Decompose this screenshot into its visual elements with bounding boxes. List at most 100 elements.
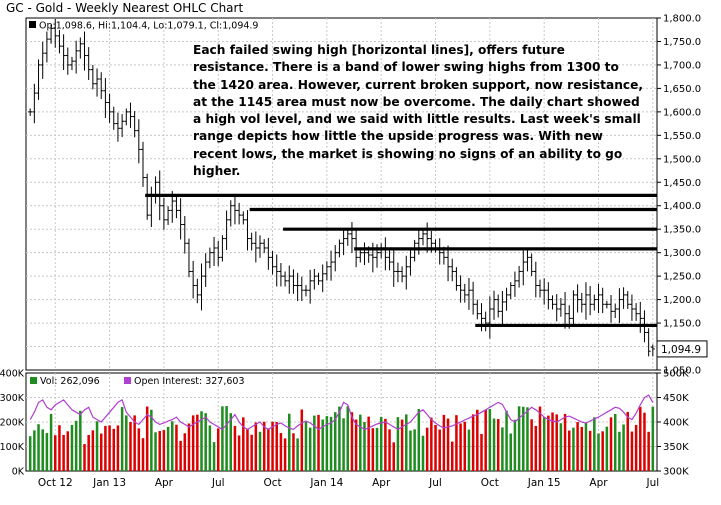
time-tick-label: Apr	[155, 477, 174, 489]
volume-bar	[409, 430, 412, 471]
volume-tick-label: 300K	[0, 393, 25, 404]
volume-bar	[476, 409, 479, 471]
oi-tick-label: 500K	[663, 369, 689, 380]
volume-bar	[212, 442, 216, 471]
volume-bar	[354, 419, 358, 471]
volume-bar	[593, 417, 596, 471]
price-tick-label: 1,450.0	[663, 178, 701, 189]
volume-bar	[200, 411, 203, 471]
volume-bar	[480, 434, 483, 471]
volume-bar	[99, 433, 103, 471]
volume-bar	[28, 436, 32, 471]
volume-bar	[492, 418, 496, 471]
volume-bar	[363, 422, 366, 471]
volume-bar	[74, 420, 78, 471]
volume-bar	[137, 428, 141, 471]
volume-bar	[292, 433, 295, 471]
volume-bar	[208, 425, 212, 471]
volume-bar	[271, 421, 274, 471]
volume-bar	[384, 418, 387, 471]
volume-bar	[542, 417, 546, 471]
volume-bar	[141, 438, 145, 471]
volume-bar	[588, 430, 592, 471]
volume-bar	[83, 444, 86, 471]
volume-bar	[359, 414, 362, 471]
volume-bar	[513, 419, 517, 471]
last-price-label: 1,094.9	[661, 344, 701, 356]
volume-bar	[179, 440, 182, 471]
volume-bar	[150, 409, 153, 471]
volume-bar	[254, 422, 258, 471]
volume-bar	[647, 431, 650, 471]
volume-bar	[392, 442, 395, 471]
volume-bar	[547, 415, 550, 471]
volume-bar	[450, 441, 454, 471]
volume-bar	[187, 423, 191, 471]
volume-bar	[233, 425, 237, 471]
volume-bar	[91, 430, 95, 471]
volume-bar	[58, 425, 61, 471]
volume-legend-label: Vol: 262,096	[40, 376, 100, 387]
volume-bar	[505, 410, 508, 471]
volume-bar	[45, 433, 49, 471]
volume-bar	[396, 417, 400, 471]
volume-bar	[367, 416, 370, 471]
oi-tick-label: 300K	[663, 467, 689, 478]
price-tick-label: 1,800.0	[663, 14, 701, 25]
volume-bar	[321, 419, 324, 471]
volume-bar	[262, 421, 266, 471]
volume-bar	[618, 431, 621, 471]
volume-bar	[62, 434, 65, 471]
volume-bar	[425, 427, 429, 471]
volume-bar	[597, 433, 600, 471]
volume-bar	[258, 431, 262, 471]
time-tick-label: Oct	[263, 477, 281, 489]
volume-bar	[279, 433, 283, 471]
volume-bar	[538, 406, 542, 471]
volume-bar	[246, 429, 249, 471]
price-tick-label: 1,300.0	[663, 248, 701, 259]
time-tick-label: Apr	[372, 477, 391, 489]
volume-bar	[601, 431, 604, 471]
volume-bar	[225, 406, 228, 471]
volume-bar	[133, 415, 136, 471]
price-tick-label: 1,050.0	[663, 366, 701, 377]
volume-bar	[87, 434, 90, 471]
volume-bar	[459, 423, 462, 471]
price-tick-label: 1,150.0	[663, 319, 701, 330]
volume-bar	[388, 429, 391, 471]
volume-bar	[329, 416, 333, 471]
volume-bar	[313, 415, 316, 471]
volume-bar	[651, 406, 655, 471]
time-tick-label: Jan 15	[527, 477, 561, 489]
volume-bar	[154, 432, 157, 471]
volume-bar	[609, 417, 613, 471]
volume-tick-label: 100K	[0, 442, 25, 453]
volume-bar	[463, 421, 467, 471]
time-tick-label: Jul	[645, 477, 659, 489]
volume-bar	[66, 431, 70, 471]
volume-bar	[405, 414, 408, 471]
volume-bar	[275, 422, 278, 471]
volume-bar	[216, 428, 220, 471]
time-tick-label: Jan 14	[309, 477, 343, 489]
volume-bar	[104, 425, 107, 471]
volume-bar	[79, 410, 82, 471]
volume-bar	[530, 419, 533, 471]
volume-bar	[584, 422, 588, 471]
price-tick-label: 1,550.0	[663, 131, 701, 142]
price-tick-label: 1,650.0	[663, 84, 701, 95]
volume-bar	[434, 424, 437, 471]
volume-bar	[526, 407, 529, 471]
time-tick-label: Jul	[211, 477, 225, 489]
volume-bar	[517, 406, 521, 471]
volume-bar	[563, 413, 567, 471]
volume-bar	[158, 431, 161, 471]
volume-bar	[250, 434, 253, 471]
volume-bar	[166, 426, 170, 471]
volume-bar	[242, 417, 245, 471]
volume-bar	[41, 429, 44, 471]
price-tick-label: 1,400.0	[663, 201, 701, 212]
volume-bar	[346, 406, 350, 471]
